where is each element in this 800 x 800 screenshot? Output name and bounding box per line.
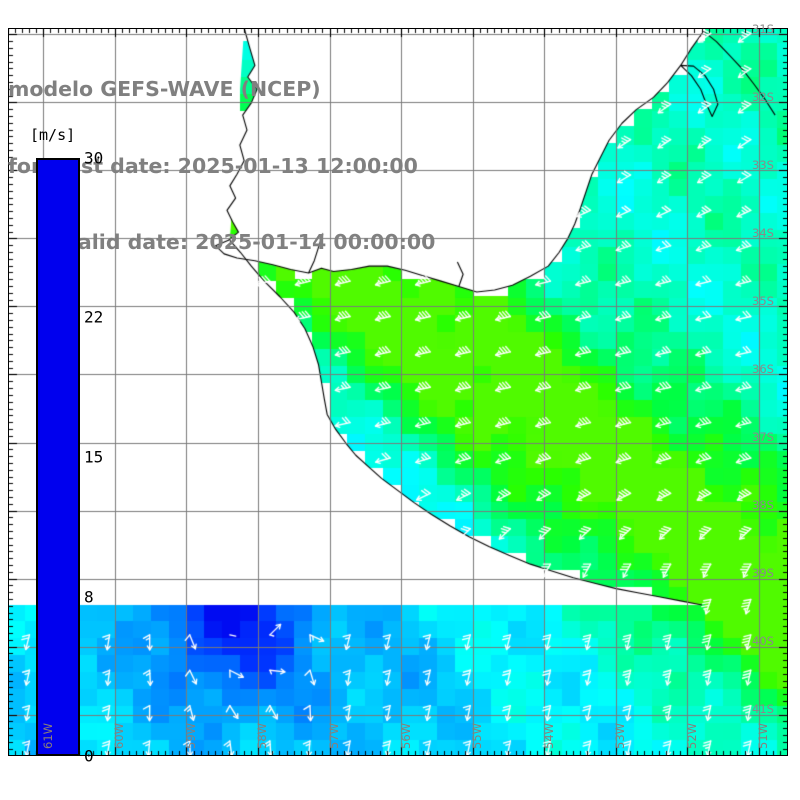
colorbar-unit-label: [m/s] — [30, 126, 76, 144]
lat-label-40S: 40S — [752, 634, 774, 649]
lat-label-31S: 31S — [752, 21, 774, 36]
colorbar-tick-30: 30 — [84, 148, 104, 168]
lon-label-56W: 56W — [398, 722, 413, 749]
colorbar-box — [36, 158, 80, 756]
title-model-line: modelo GEFS-WAVE (NCEP) — [8, 77, 321, 101]
lon-label-52W: 52W — [684, 722, 699, 749]
colorbar-tick-15: 15 — [84, 447, 104, 467]
lon-label-61W: 61W — [40, 722, 55, 749]
lat-label-32S: 32S — [752, 89, 774, 104]
colorbar-tick-22: 22 — [84, 307, 104, 327]
lat-label-36S: 36S — [752, 361, 774, 376]
lon-label-53W: 53W — [613, 722, 628, 749]
colorbar-legend: [m/s] 30 22 15 8 0 — [26, 126, 126, 766]
lat-label-34S: 34S — [752, 225, 774, 240]
lon-label-55W: 55W — [470, 722, 485, 749]
lat-label-37S: 37S — [752, 430, 774, 445]
lon-label-60W: 60W — [112, 722, 127, 749]
page-title: modelo GEFS-WAVE (NCEP) forecast date: 2… — [0, 26, 520, 307]
lat-label-41S: 41S — [752, 702, 774, 717]
colorbar-tick-8: 8 — [84, 587, 94, 606]
lat-label-33S: 33S — [752, 157, 774, 172]
lon-label-59W: 59W — [183, 722, 198, 749]
map-plot-area — [8, 28, 788, 756]
lat-label-35S: 35S — [752, 293, 774, 308]
axis-ticks-canvas — [8, 28, 788, 756]
colorbar-tick-0: 0 — [84, 746, 94, 766]
lon-label-57W: 57W — [327, 722, 342, 749]
lon-label-54W: 54W — [541, 722, 556, 749]
lat-label-38S: 38S — [752, 498, 774, 513]
lon-label-51W: 51W — [756, 722, 771, 749]
colorbar-gradient — [38, 160, 78, 754]
lon-label-58W: 58W — [255, 722, 270, 749]
lat-label-39S: 39S — [752, 566, 774, 581]
